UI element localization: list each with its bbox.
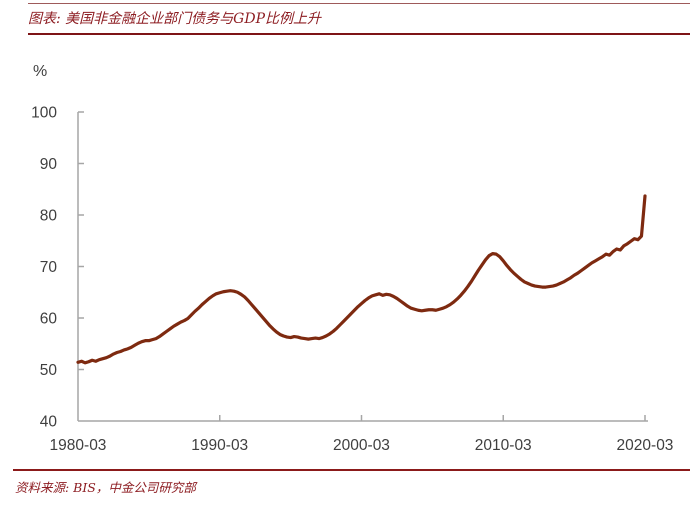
y-tick-label: 90	[40, 156, 58, 173]
y-tick-label: 100	[31, 105, 57, 122]
x-tick-label: 1980-03	[50, 437, 107, 454]
y-tick-label: 60	[40, 311, 58, 328]
top-divider	[28, 3, 690, 4]
footer-divider	[13, 469, 690, 471]
chart-title: 图表: 美国非金融企业部门债务与GDP比例上升	[28, 11, 321, 27]
x-tick-label: 2000-03	[333, 437, 390, 454]
y-tick-label: 50	[40, 362, 58, 379]
y-tick-label: 40	[40, 414, 58, 431]
source-note: 资料来源: BIS，中金公司研究部	[15, 480, 196, 495]
y-tick-label: 70	[40, 259, 58, 276]
y-tick-label: 80	[40, 208, 58, 225]
x-tick-label: 2020-03	[617, 437, 674, 454]
y-axis-unit-label: %	[33, 63, 48, 80]
x-tick-label: 1990-03	[191, 437, 248, 454]
x-tick-label: 2010-03	[475, 437, 532, 454]
title-divider	[28, 33, 690, 35]
debt-to-gdp-series-line	[76, 194, 647, 365]
